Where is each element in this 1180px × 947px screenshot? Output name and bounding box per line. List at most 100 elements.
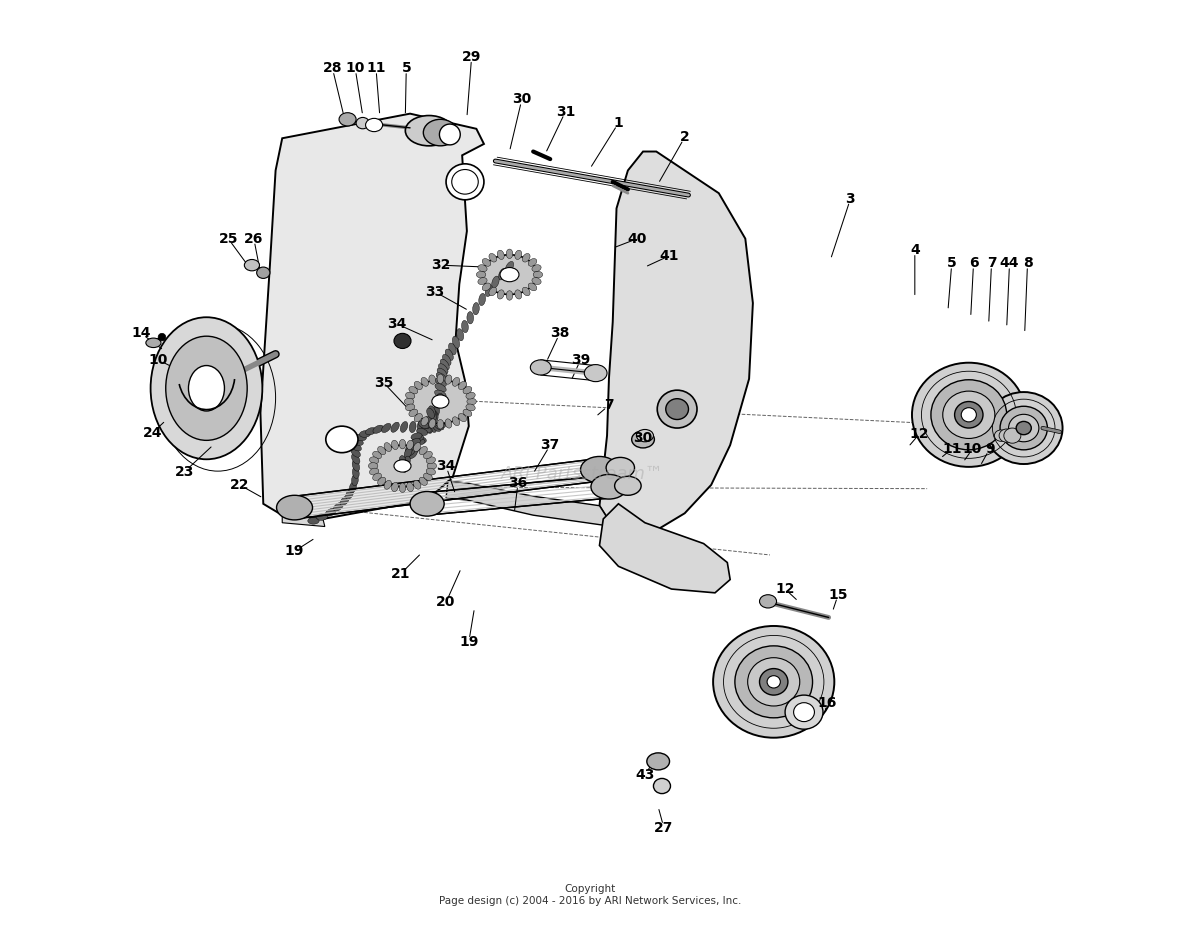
Ellipse shape [532, 277, 542, 284]
Ellipse shape [584, 365, 607, 382]
Ellipse shape [434, 421, 444, 430]
Text: 22: 22 [230, 478, 249, 491]
Text: 21: 21 [391, 567, 411, 581]
Ellipse shape [432, 411, 438, 422]
Ellipse shape [489, 254, 497, 262]
Text: 5: 5 [946, 257, 957, 270]
Text: 38: 38 [550, 327, 570, 340]
Ellipse shape [151, 317, 262, 459]
Text: 10: 10 [963, 442, 982, 456]
Ellipse shape [432, 395, 448, 408]
Ellipse shape [500, 268, 519, 282]
Text: Copyright
Page design (c) 2004 - 2016 by ARI Network Services, Inc.: Copyright Page design (c) 2004 - 2016 by… [439, 884, 741, 905]
Text: 1: 1 [614, 116, 623, 130]
Ellipse shape [424, 452, 432, 458]
Ellipse shape [483, 259, 491, 266]
Ellipse shape [458, 414, 466, 421]
Ellipse shape [437, 368, 447, 378]
Ellipse shape [360, 431, 371, 438]
Ellipse shape [368, 463, 378, 470]
Ellipse shape [399, 439, 406, 449]
Ellipse shape [353, 438, 363, 445]
Text: 6: 6 [969, 257, 978, 270]
Ellipse shape [458, 382, 466, 389]
Ellipse shape [514, 250, 522, 259]
Text: 43: 43 [635, 768, 655, 781]
Text: 41: 41 [660, 249, 680, 262]
Ellipse shape [498, 268, 506, 280]
Ellipse shape [532, 265, 542, 272]
Ellipse shape [477, 272, 486, 278]
Text: 28: 28 [322, 62, 342, 75]
Ellipse shape [1009, 415, 1038, 441]
Ellipse shape [411, 491, 444, 516]
Text: 3: 3 [846, 192, 856, 205]
Ellipse shape [442, 354, 451, 366]
Polygon shape [599, 152, 753, 536]
Ellipse shape [466, 404, 476, 411]
Text: 35: 35 [374, 376, 393, 389]
Ellipse shape [392, 440, 399, 450]
Ellipse shape [373, 474, 381, 480]
Ellipse shape [440, 359, 450, 370]
Ellipse shape [428, 422, 437, 433]
Ellipse shape [995, 430, 1008, 441]
Ellipse shape [437, 397, 445, 406]
Ellipse shape [308, 517, 319, 525]
Ellipse shape [985, 392, 1062, 464]
Ellipse shape [485, 284, 492, 296]
Text: 15: 15 [828, 588, 848, 601]
Ellipse shape [428, 375, 435, 384]
Ellipse shape [400, 421, 408, 433]
Ellipse shape [439, 124, 460, 145]
Ellipse shape [435, 393, 442, 404]
Ellipse shape [257, 267, 270, 278]
Ellipse shape [373, 425, 384, 434]
Ellipse shape [523, 254, 530, 262]
Ellipse shape [748, 657, 800, 706]
Ellipse shape [437, 374, 444, 384]
Polygon shape [599, 504, 730, 593]
Text: 26: 26 [244, 232, 263, 245]
Ellipse shape [912, 363, 1025, 467]
Ellipse shape [409, 409, 418, 417]
Ellipse shape [533, 272, 543, 278]
Ellipse shape [437, 420, 444, 429]
Text: 44: 44 [999, 257, 1020, 270]
Text: 10: 10 [149, 353, 168, 366]
Ellipse shape [414, 382, 422, 389]
Ellipse shape [435, 384, 446, 392]
Ellipse shape [434, 390, 446, 398]
Ellipse shape [165, 336, 247, 440]
Ellipse shape [421, 378, 428, 386]
Ellipse shape [505, 261, 513, 273]
Text: 29: 29 [461, 50, 481, 63]
Ellipse shape [425, 417, 433, 427]
Text: 30: 30 [512, 93, 531, 106]
Ellipse shape [523, 287, 530, 295]
Text: 40: 40 [628, 232, 647, 245]
Ellipse shape [434, 416, 446, 422]
Ellipse shape [1016, 421, 1031, 435]
Ellipse shape [473, 302, 479, 314]
Ellipse shape [479, 294, 485, 306]
Ellipse shape [392, 482, 399, 491]
Polygon shape [282, 515, 324, 527]
Text: 37: 37 [540, 438, 559, 452]
Ellipse shape [478, 277, 487, 284]
Ellipse shape [353, 467, 359, 478]
Ellipse shape [421, 424, 431, 433]
Ellipse shape [581, 456, 618, 483]
Ellipse shape [607, 457, 635, 478]
Ellipse shape [158, 333, 165, 341]
Ellipse shape [409, 421, 417, 433]
Ellipse shape [385, 480, 392, 490]
Ellipse shape [424, 421, 431, 433]
Ellipse shape [414, 438, 425, 445]
Text: 24: 24 [143, 426, 162, 439]
Ellipse shape [406, 116, 453, 146]
Ellipse shape [467, 399, 477, 405]
Ellipse shape [334, 503, 343, 511]
Ellipse shape [666, 399, 688, 420]
Ellipse shape [394, 460, 411, 473]
